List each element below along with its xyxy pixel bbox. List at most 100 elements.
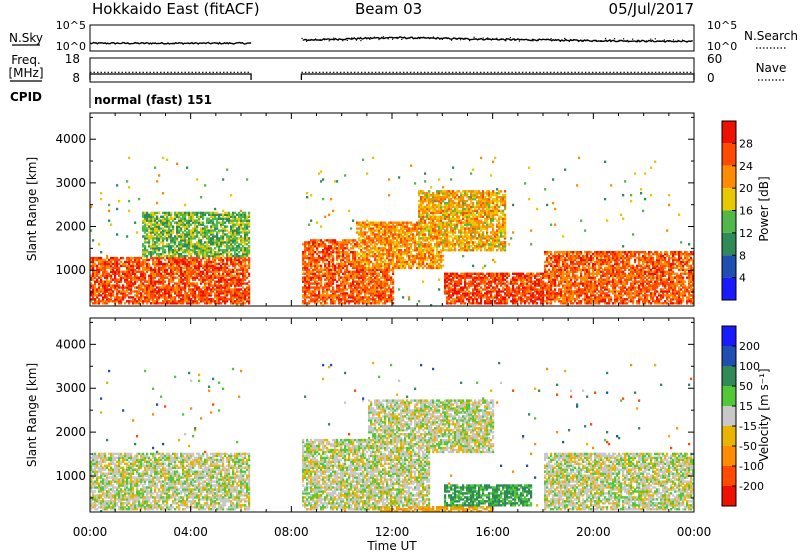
power-cell	[390, 300, 393, 303]
power-cell	[92, 286, 95, 289]
power-cell	[366, 296, 369, 299]
power-cell	[356, 252, 359, 256]
power-cell	[170, 225, 173, 228]
power-cell	[130, 260, 133, 264]
power-cell	[334, 300, 337, 303]
power-cell	[422, 215, 425, 218]
power-cell	[126, 258, 129, 262]
power-cell	[196, 241, 199, 244]
power-cell	[244, 276, 247, 279]
power-cell	[312, 256, 315, 260]
power-cell	[134, 260, 137, 264]
power-cell	[146, 266, 149, 270]
power-cell	[306, 272, 309, 275]
power-cell	[212, 258, 215, 262]
power-cell	[104, 276, 107, 279]
power-cell	[218, 290, 221, 293]
power-cell	[234, 243, 237, 246]
power-cell	[320, 274, 323, 277]
power-cell	[340, 264, 343, 268]
power-cell	[150, 217, 153, 220]
power-cell	[180, 256, 183, 260]
power-cell	[178, 286, 181, 289]
power-cell	[172, 254, 175, 258]
power-cell	[102, 292, 105, 295]
power-cell	[308, 282, 311, 285]
power-cell	[164, 254, 167, 258]
power-cell	[440, 249, 443, 252]
power-cell	[104, 286, 107, 289]
power-cell	[102, 260, 105, 264]
power-cell	[448, 201, 451, 205]
power-cell	[450, 211, 453, 215]
power-cell	[192, 245, 195, 248]
power-cell	[330, 268, 333, 272]
power-cell	[398, 233, 401, 236]
power-cell	[216, 245, 219, 248]
power-cell	[220, 302, 223, 305]
power-cell	[416, 254, 419, 258]
power-cell	[368, 284, 371, 287]
power-cell	[96, 296, 99, 299]
power-cell	[218, 282, 221, 285]
power-cell	[104, 284, 107, 287]
power-cell	[200, 282, 203, 285]
power-cell	[118, 270, 121, 273]
power-cell	[378, 294, 381, 297]
power-cell	[390, 290, 393, 293]
power-cell	[226, 233, 229, 236]
power-cell	[116, 294, 119, 297]
power-cell	[182, 298, 185, 301]
power-cell	[94, 292, 97, 295]
power-cell	[240, 217, 243, 220]
power-cell	[434, 225, 437, 228]
power-cell	[242, 302, 245, 305]
power-cell	[232, 237, 235, 240]
power-cell	[114, 288, 117, 291]
power-cell	[238, 254, 241, 258]
power-cell	[136, 258, 139, 262]
power-cell	[158, 256, 161, 260]
power-cell	[186, 260, 189, 264]
power-cell	[412, 227, 415, 230]
power-cell	[454, 245, 457, 248]
power-cell	[230, 280, 233, 283]
power-cell	[452, 239, 455, 242]
power-cell	[450, 201, 453, 205]
power-cell	[446, 192, 449, 195]
power-cell	[100, 276, 103, 279]
power-cell	[396, 223, 399, 226]
power-cell	[240, 268, 243, 272]
power-cell	[324, 264, 327, 268]
power-cell	[92, 239, 95, 242]
power-cell	[414, 237, 417, 240]
power-cell	[402, 256, 405, 260]
power-cell	[108, 272, 111, 275]
power-cell	[430, 199, 433, 203]
power-cell	[162, 278, 165, 281]
power-cell	[386, 272, 389, 275]
power-cell	[156, 229, 159, 232]
power-cell	[208, 241, 211, 244]
power-cell	[142, 215, 145, 218]
power-cell	[456, 284, 459, 287]
power-cell	[392, 258, 395, 262]
power-cell	[166, 264, 169, 268]
power-cell	[358, 276, 361, 279]
power-cell	[130, 274, 133, 277]
power-cell	[340, 290, 343, 293]
power-cell	[358, 252, 361, 256]
power-cell	[210, 221, 213, 224]
power-cell	[118, 262, 121, 266]
power-cell	[206, 288, 209, 291]
power-cell	[304, 276, 307, 279]
power-cell	[158, 288, 161, 291]
power-cell	[124, 270, 127, 273]
power-cell	[144, 227, 147, 230]
power-cell	[428, 217, 431, 220]
power-cell	[404, 251, 407, 254]
power-cell	[328, 254, 331, 258]
power-cell	[192, 302, 195, 305]
power-cell	[388, 270, 391, 273]
power-cell	[216, 286, 219, 289]
